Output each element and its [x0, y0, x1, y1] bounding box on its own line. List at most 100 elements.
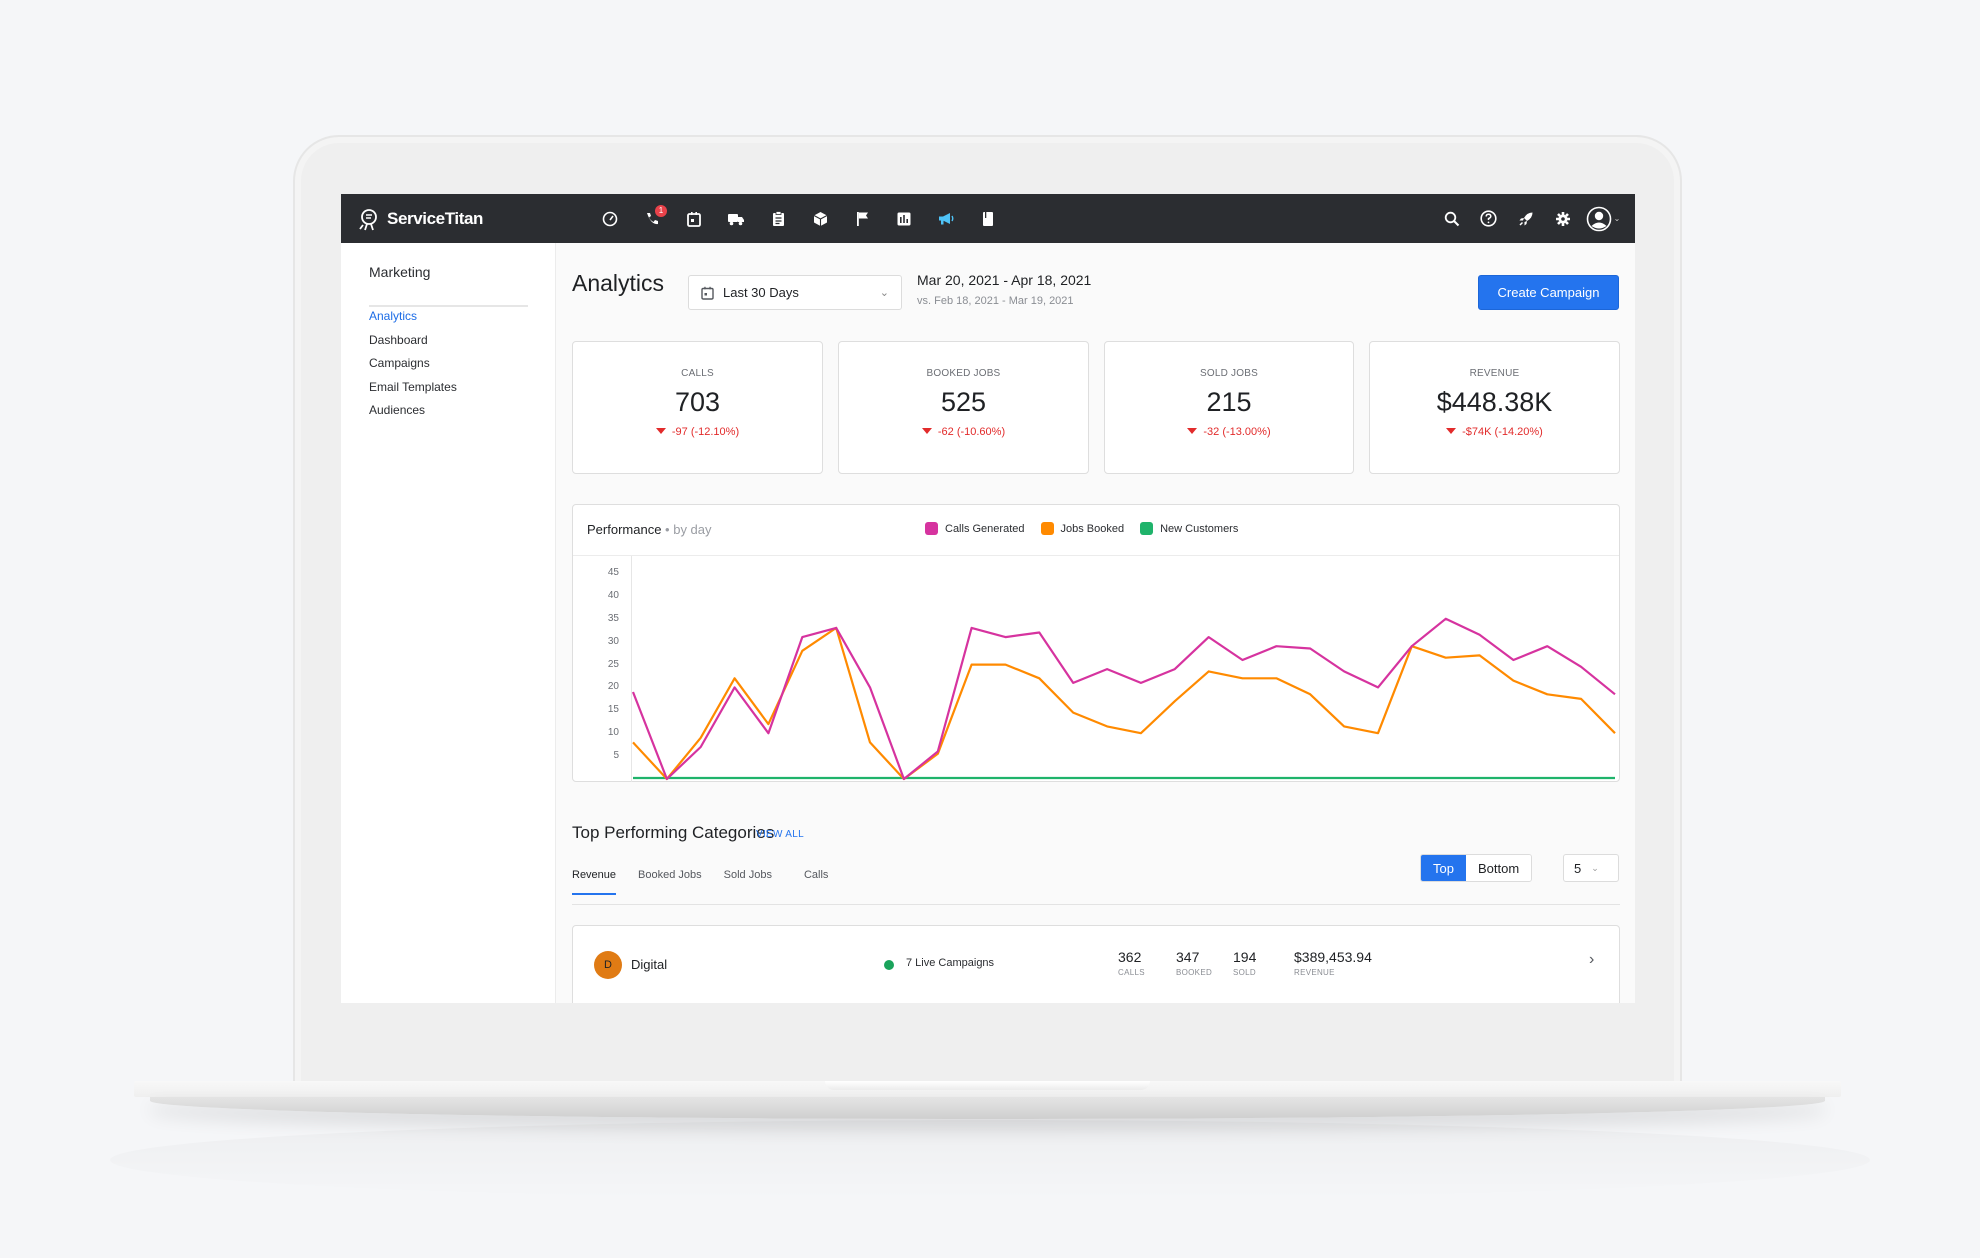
chevron-right-icon[interactable]: › [1589, 951, 1595, 968]
stat-label: SOLD [1233, 968, 1256, 977]
create-campaign-button[interactable]: Create Campaign [1478, 275, 1619, 310]
brand-name: ServiceTitan [387, 209, 483, 228]
kpi-delta: -32 (-13.00%) [1105, 426, 1353, 438]
live-status-dot-icon [884, 960, 894, 970]
down-triangle-icon [655, 428, 666, 434]
laptop-shadow [110, 1120, 1870, 1200]
toggle-top-button[interactable]: Top [1421, 855, 1466, 881]
stat-value: 194 [1233, 949, 1257, 965]
calendar-icon[interactable] [673, 194, 715, 243]
main-content: Analytics Last 30 Days ⌄ Mar 20, 2021 - … [556, 243, 1635, 1003]
sidebar-item-audiences[interactable]: Audiences [369, 403, 426, 417]
legend-item-jobs-booked[interactable]: Jobs Booked [1040, 522, 1124, 535]
search-icon[interactable] [1433, 194, 1470, 243]
nav-utility-icons: ⌄ [1433, 194, 1625, 243]
kpi-value: 703 [674, 387, 721, 417]
flag-icon[interactable] [841, 194, 883, 243]
sidebar-item-campaigns[interactable]: Campaigns [369, 356, 430, 370]
phone-icon[interactable]: 1 [631, 194, 673, 243]
category-row[interactable]: D Digital 7 Live Campaigns 362 CALLS 347… [572, 925, 1620, 1003]
section-title: Top Performing Categories [572, 823, 775, 842]
legend-item-new-customers[interactable]: New Customers [1140, 522, 1238, 535]
nav-module-icons: 1 [589, 194, 1009, 243]
truck-icon[interactable] [715, 194, 757, 243]
chart-plot-area [631, 617, 1616, 781]
y-tick-label: 15 [607, 704, 619, 716]
tab-calls[interactable]: Calls [803, 869, 829, 881]
dashboard-gauge-icon[interactable] [589, 194, 631, 243]
chart-header: Performance • by day Calls Generated Job… [573, 505, 1619, 556]
date-range-select[interactable]: Last 30 Days ⌄ [688, 275, 902, 310]
phone-notification-badge: 1 [655, 205, 667, 217]
kpi-label: SOLD JOBS [1200, 368, 1258, 379]
calendar-icon [701, 286, 714, 300]
y-tick-label: 40 [607, 589, 619, 601]
sidebar-divider [369, 305, 528, 307]
stat-value: 347 [1176, 949, 1200, 965]
chart-y-axis-line [631, 556, 632, 782]
book-icon[interactable] [967, 194, 1009, 243]
sidebar-item-analytics[interactable]: Analytics [369, 309, 418, 323]
brand-logo[interactable]: ServiceTitan [357, 204, 483, 234]
clipboard-icon[interactable] [757, 194, 799, 243]
box-icon[interactable] [799, 194, 841, 243]
kpi-delta: -$74K (-14.20%) [1370, 426, 1619, 438]
chart-legend: Calls Generated Jobs Booked New Customer… [925, 522, 1238, 535]
kpi-card-calls: CALLS 703 -97 (-12.10%) [572, 341, 823, 474]
legend-item-calls-generated[interactable]: Calls Generated [925, 522, 1025, 535]
app-screen: ServiceTitan 1 [341, 194, 1635, 1003]
kpi-delta-text: -97 (-12.10%) [671, 426, 740, 438]
laptop-notch [825, 1081, 1150, 1090]
laptop-base-lip [150, 1097, 1825, 1119]
kpi-label: CALLS [681, 368, 714, 379]
sidebar-item-dashboard[interactable]: Dashboard [369, 333, 428, 347]
sidebar-item-email-templates[interactable]: Email Templates [369, 380, 457, 394]
kpi-value: 215 [1206, 387, 1252, 417]
view-all-link[interactable]: VIEW ALL [756, 829, 804, 840]
chart-subtitle: • by day [665, 522, 712, 537]
y-tick-label: 10 [607, 727, 619, 739]
sidebar: Marketing Analytics Dashboard Campaigns … [341, 243, 556, 1003]
category-name: Digital [631, 957, 668, 972]
chart-title: Performance • by day [587, 522, 712, 537]
down-triangle-icon [1446, 428, 1457, 434]
kpi-delta-text: -62 (-10.60%) [937, 426, 1006, 438]
tabs-divider [572, 904, 1620, 905]
chart-y-axis: 5 10 15 20 25 30 35 40 45 [573, 556, 631, 782]
page-title: Analytics [572, 270, 665, 296]
tab-booked-jobs[interactable]: Booked Jobs [638, 869, 702, 881]
tab-sold-jobs[interactable]: Sold Jobs [723, 869, 772, 881]
rocket-icon[interactable] [1507, 194, 1544, 243]
kpi-delta-text: -$74K (-14.20%) [1462, 426, 1543, 438]
top-bottom-toggle: Top Bottom [1420, 854, 1533, 882]
chart-title-text: Performance [587, 522, 662, 537]
marketing-megaphone-icon[interactable] [925, 194, 967, 243]
live-campaigns-text: 7 Live Campaigns [906, 957, 995, 969]
kpi-card-booked-jobs: BOOKED JOBS 525 -62 (-10.60%) [838, 341, 1089, 474]
sidebar-title: Marketing [369, 264, 431, 280]
legend-swatch [1140, 522, 1154, 535]
legend-swatch [1040, 522, 1054, 535]
legend-label: Calls Generated [945, 522, 1025, 535]
kpi-card-sold-jobs: SOLD JOBS 215 -32 (-13.00%) [1104, 341, 1354, 474]
legend-label: New Customers [1160, 522, 1239, 535]
reports-chart-icon[interactable] [883, 194, 925, 243]
chevron-down-icon: ⌄ [879, 287, 889, 299]
user-avatar-icon[interactable]: ⌄ [1581, 194, 1625, 243]
toggle-bottom-button[interactable]: Bottom [1465, 855, 1532, 881]
help-icon[interactable] [1470, 194, 1507, 243]
date-select-value: Last 30 Days [723, 285, 799, 300]
kpi-value: $448.38K [1436, 387, 1553, 417]
kpi-value: 525 [940, 387, 987, 417]
date-range-text: Mar 20, 2021 - Apr 18, 2021 [917, 272, 1092, 288]
settings-gear-icon[interactable] [1544, 194, 1581, 243]
y-tick-label: 20 [607, 681, 619, 693]
kpi-delta-text: -32 (-13.00%) [1203, 426, 1271, 438]
stat-label: CALLS [1118, 968, 1145, 977]
down-triangle-icon [921, 428, 932, 434]
tab-revenue[interactable]: Revenue [572, 869, 617, 895]
down-triangle-icon [1187, 428, 1198, 434]
y-tick-label: 5 [613, 750, 619, 762]
stat-sold: 194 SOLD [1233, 949, 1256, 977]
count-select[interactable]: 5 ⌄ [1563, 854, 1619, 882]
